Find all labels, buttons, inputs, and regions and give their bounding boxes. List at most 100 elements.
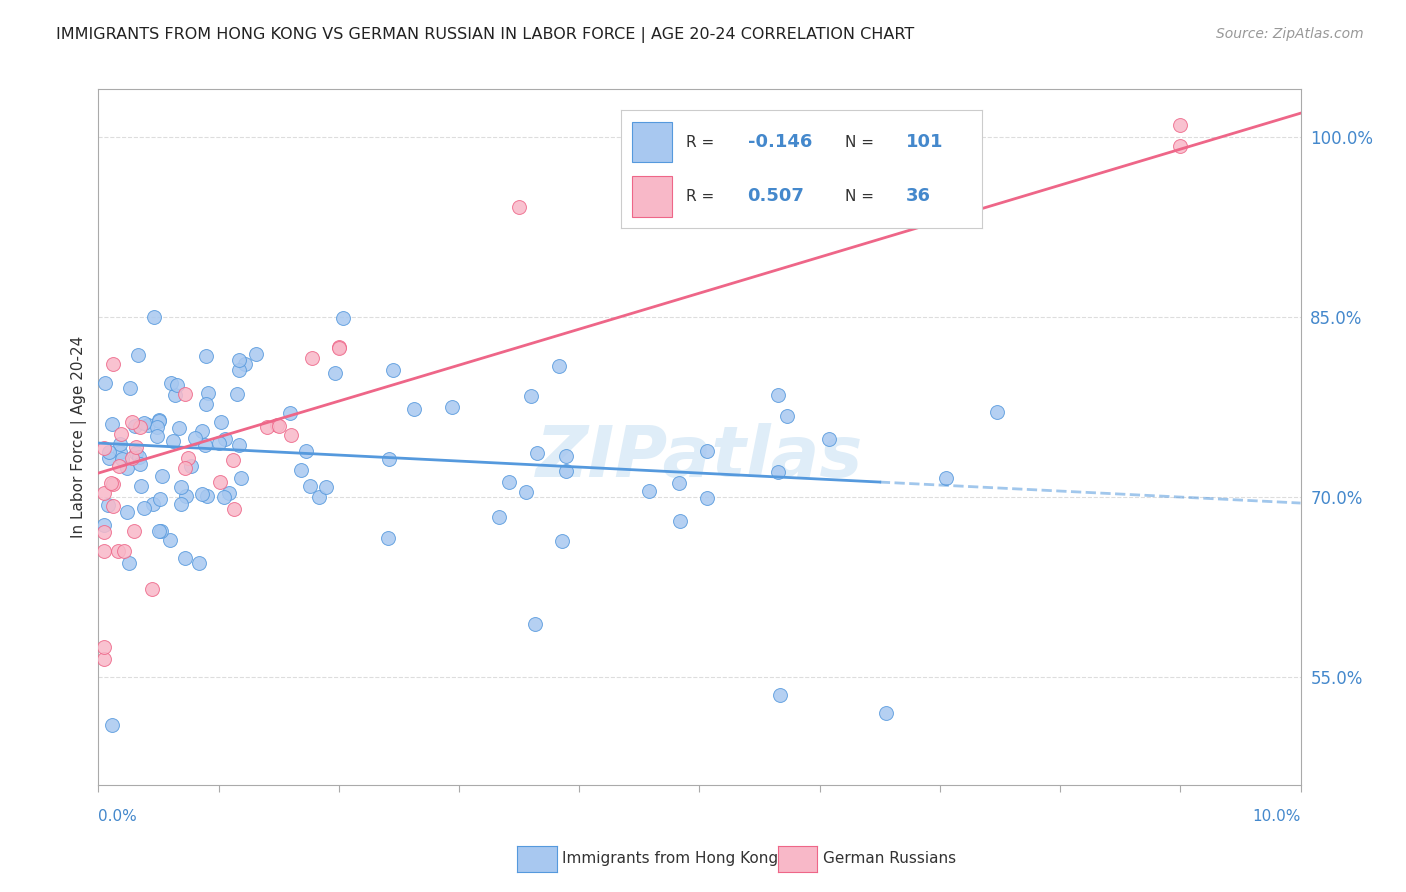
Point (103, 500, 125, 514)
Point (526, 446, 548, 460)
Point (159, 533, 181, 547)
Point (267, 418, 290, 433)
Point (669, 514, 692, 528)
Point (212, 491, 235, 505)
Text: 0.0%: 0.0% (98, 809, 138, 823)
Point (308, 490, 330, 504)
Point (115, 505, 138, 519)
Point (226, 386, 249, 401)
Point (228, 353, 250, 368)
Point (148, 413, 170, 427)
Point (278, 406, 301, 420)
Point (100, 476, 122, 491)
Point (108, 437, 131, 451)
Point (128, 450, 150, 465)
Point (488, 510, 510, 524)
Point (98, 445, 121, 459)
Point (125, 440, 148, 454)
Point (555, 464, 578, 478)
Point (1170, 118, 1192, 132)
Point (315, 480, 337, 494)
Point (555, 450, 578, 464)
Point (194, 438, 217, 452)
Point (124, 419, 146, 434)
Point (290, 463, 312, 477)
Point (129, 457, 152, 471)
Point (162, 434, 184, 448)
Point (328, 339, 350, 353)
Point (163, 388, 186, 402)
Point (231, 471, 253, 485)
Point (766, 465, 789, 479)
Point (1170, 139, 1192, 153)
Point (508, 200, 530, 214)
Point (817, 432, 839, 446)
Point (101, 477, 124, 491)
Point (197, 385, 219, 400)
Point (149, 524, 172, 538)
Point (93, 543, 115, 558)
Y-axis label: In Labor Force | Age 20-24: In Labor Force | Age 20-24 (72, 336, 87, 538)
Point (245, 347, 267, 361)
Point (233, 358, 256, 372)
Point (93, 441, 115, 455)
Point (176, 450, 198, 465)
Point (696, 491, 718, 506)
Point (97, 499, 120, 513)
Point (766, 388, 789, 402)
Point (377, 531, 399, 545)
Point (101, 718, 124, 732)
Point (519, 389, 541, 403)
Point (110, 445, 132, 459)
Point (180, 458, 202, 473)
Point (256, 420, 278, 434)
Point (142, 497, 165, 511)
Point (127, 347, 149, 361)
Point (197, 489, 219, 503)
Point (142, 310, 165, 324)
Point (173, 551, 195, 566)
Point (696, 443, 718, 458)
Point (148, 524, 170, 538)
Point (209, 415, 232, 429)
Point (776, 409, 799, 423)
Point (301, 351, 323, 365)
Point (121, 415, 143, 429)
Point (112, 543, 135, 558)
Point (935, 471, 957, 485)
Point (170, 497, 193, 511)
Point (101, 417, 124, 431)
Point (441, 401, 464, 415)
Point (134, 416, 156, 430)
Point (170, 480, 193, 494)
Point (195, 397, 218, 411)
Point (208, 436, 231, 450)
Point (266, 417, 288, 432)
Point (222, 502, 245, 516)
Point (129, 420, 152, 434)
Point (93, 486, 115, 500)
Text: 10.0%: 10.0% (1253, 809, 1301, 823)
Point (209, 475, 232, 490)
Point (191, 486, 214, 500)
Point (110, 426, 132, 441)
Point (93, 517, 115, 532)
Point (93, 640, 115, 654)
Point (668, 476, 690, 491)
Point (218, 486, 240, 500)
Point (174, 387, 197, 401)
Point (294, 443, 316, 458)
Text: ZIPatlas: ZIPatlas (536, 424, 863, 492)
Point (118, 381, 141, 395)
Point (190, 425, 212, 439)
Point (228, 438, 250, 452)
Point (332, 310, 354, 325)
Point (146, 429, 169, 443)
Point (149, 492, 172, 507)
Point (382, 363, 405, 377)
Point (551, 534, 574, 549)
Point (107, 458, 129, 473)
Point (159, 376, 181, 390)
Point (515, 485, 537, 500)
Point (214, 432, 236, 446)
